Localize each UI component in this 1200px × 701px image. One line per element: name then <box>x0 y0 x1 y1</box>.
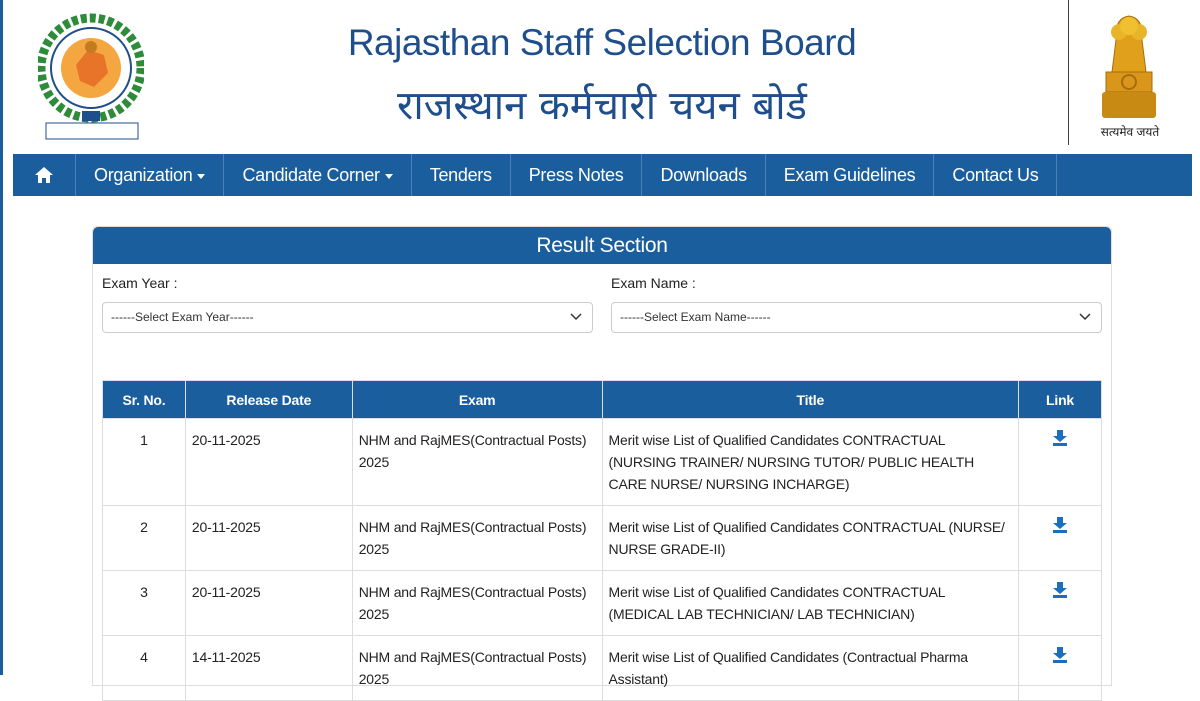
cell: Merit wise List of Qualified Candidates … <box>601 570 1020 636</box>
download-icon[interactable] <box>1052 646 1068 663</box>
site-title-hindi: राजस्थान कर्मचारी चयन बोर्ड <box>397 83 807 129</box>
cell: 20-11-2025 <box>184 570 353 636</box>
cell: NHM and RajMES(Contractual Posts) 2025 <box>351 635 603 701</box>
state-emblem <box>1102 15 1156 118</box>
column-header: Sr. No. <box>102 380 186 419</box>
table-row: 3 20-11-2025 NHM and RajMES(Contractual Po… <box>102 570 1102 636</box>
exam-name-select[interactable]: ------Select Exam Name------ <box>611 302 1102 333</box>
cell: Merit wise List of Qualified Candidates … <box>601 418 1020 506</box>
table-row: 1 20-11-2025 NHM and RajMES(Contractual Po… <box>102 418 1102 506</box>
link-cell <box>1018 418 1102 506</box>
dropdown-caret <box>197 173 206 179</box>
download-icon[interactable] <box>1052 429 1068 446</box>
nav-item[interactable]: Press Notes <box>511 154 643 196</box>
table-row: 2 20-11-2025 NHM and RajMES(Contractual Po… <box>102 505 1102 571</box>
cell: 4 <box>102 635 186 701</box>
header-row: Sr. No. Release Date Exam Title Link <box>102 380 1102 419</box>
nav-item[interactable]: Tenders <box>412 154 511 196</box>
column-header: Title <box>601 380 1020 419</box>
section-title: Result Section <box>93 227 1111 264</box>
nav-item[interactable]: Exam Guidelines <box>766 154 935 196</box>
cell: 20-11-2025 <box>184 505 353 571</box>
cell: NHM and RajMES(Contractual Posts) 2025 <box>351 505 603 571</box>
nav-item[interactable]: Candidate Corner <box>224 154 412 196</box>
home-link[interactable] <box>13 154 76 196</box>
cell: 1 <box>102 418 186 506</box>
chevron <box>570 313 582 321</box>
link-cell <box>1018 635 1102 701</box>
column-header: Release Date <box>184 380 353 419</box>
nav-label: Exam Guidelines <box>783 165 916 185</box>
table-row: 4 14-11-2025 NHM and RajMES(Contractual Po… <box>102 635 1102 701</box>
column-header: Link <box>1018 380 1102 419</box>
nav-label: Press Notes <box>528 165 624 185</box>
nav-item[interactable]: Downloads <box>642 154 766 196</box>
nav-item[interactable]: Contact Us <box>934 154 1058 196</box>
nav-label: Tenders <box>429 165 492 185</box>
exam-year-select[interactable]: ------Select Exam Year------ <box>102 302 593 333</box>
filter-label: Exam Year : <box>102 275 178 291</box>
select-placeholder: ------Select Exam Year------ <box>111 310 254 324</box>
cell: NHM and RajMES(Contractual Posts) 2025 <box>351 570 603 636</box>
home-icon <box>35 167 53 183</box>
cell: Merit wise List of Qualified Candidates … <box>601 635 1020 701</box>
emblem-caption: सत्यमेव जयते <box>1100 125 1160 139</box>
cell: NHM and RajMES(Contractual Posts) 2025 <box>351 418 603 506</box>
nav-label: Organization <box>94 165 193 185</box>
rssb-logo <box>38 13 144 140</box>
nav-item[interactable]: Organization <box>76 154 225 196</box>
chevron <box>1079 313 1091 321</box>
select-placeholder: ------Select Exam Name------ <box>620 310 771 324</box>
cell: Merit wise List of Qualified Candidates … <box>601 505 1020 571</box>
cell: 20-11-2025 <box>184 418 353 506</box>
nav-bar: Organization Candidate Corner Tenders Press… <box>13 154 1192 196</box>
dropdown-caret <box>384 173 393 179</box>
cell: 3 <box>102 570 186 636</box>
cell: 2 <box>102 505 186 571</box>
column-header: Exam <box>351 380 603 419</box>
nav-label: Candidate Corner <box>242 165 380 185</box>
site-title: Rajasthan Staff Selection Board <box>347 22 857 63</box>
download-icon[interactable] <box>1052 516 1068 533</box>
divider <box>1068 0 1069 145</box>
nav-label: Downloads <box>660 165 747 185</box>
left-border <box>0 0 3 675</box>
result-card: Result Section Exam Year : Exam Name : -… <box>92 226 1112 686</box>
link-cell <box>1018 570 1102 636</box>
link-cell <box>1018 505 1102 571</box>
result-table: Sr. No. Release Date Exam Title Link 1 20-11-… <box>102 380 1102 701</box>
cell: 14-11-2025 <box>184 635 353 701</box>
filter-label: Exam Name : <box>611 275 696 291</box>
table-body: 1 20-11-2025 NHM and RajMES(Contractual Po… <box>102 418 1102 701</box>
nav-label: Contact Us <box>952 165 1039 185</box>
download-icon[interactable] <box>1052 581 1068 598</box>
